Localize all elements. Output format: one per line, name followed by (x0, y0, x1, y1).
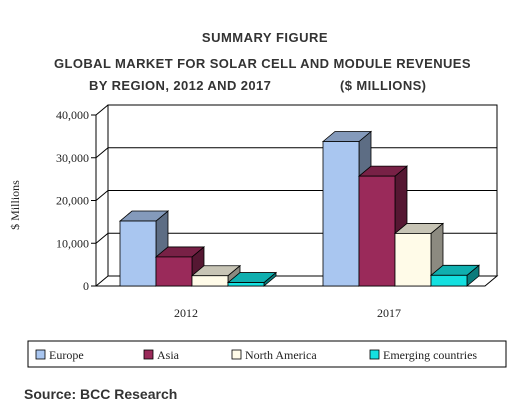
legend: Europe Asia North America Emerging countrie… (27, 340, 507, 368)
source-note: Source: BCC Research (24, 386, 178, 402)
bar-europe-2012 (118, 210, 170, 287)
gridline-diag (95, 104, 109, 116)
bar-north-america-2012 (190, 264, 242, 287)
gridline-diag (95, 232, 109, 244)
bar-front (322, 141, 360, 287)
bar-front (358, 175, 396, 287)
bar-emerging-countries-2012 (226, 271, 278, 287)
legend-item-north-america: North America (231, 348, 317, 362)
legend-swatch (35, 349, 46, 360)
gridline-diag (95, 147, 109, 159)
legend-label: Europe (49, 348, 84, 362)
legend-label: Asia (157, 348, 180, 362)
bar-emerging-countries-2017 (429, 264, 481, 287)
legend-swatch (143, 349, 154, 360)
chart-supertitle: SUMMARY FIGURE (201, 30, 329, 45)
legend-label: North America (245, 348, 317, 362)
tick-labels: 0 10,000 20,000 30,000 40,000 2012 2017 (56, 108, 401, 320)
legend-label: Emerging countries (383, 348, 477, 362)
y-tick-label: 20,000 (56, 194, 89, 208)
bar-front (430, 274, 468, 287)
bar-front (227, 282, 265, 287)
chart-title: GLOBAL MARKET FOR SOLAR CELL AND MODULE … (54, 56, 471, 71)
legend-item-asia: Asia (143, 348, 180, 362)
legend-box (27, 340, 507, 368)
x-tick-label: 2012 (174, 306, 198, 320)
y-axis-label: $ Millions (8, 180, 22, 230)
legend-swatch (369, 349, 380, 360)
y-tick-label: 10,000 (56, 236, 89, 250)
gridline-diag (95, 190, 109, 201)
chart-units: ($ MILLIONS) (340, 78, 427, 93)
bar-front (155, 256, 193, 287)
y-tick-label: 0 (83, 279, 89, 293)
legend-item-europe: Europe (35, 348, 84, 362)
bars (118, 130, 481, 287)
bar-front (394, 233, 432, 287)
bar-front (191, 275, 229, 287)
chart-title-line2: BY REGION, 2012 AND 2017 (89, 78, 272, 93)
legend-item-emerging-countries: Emerging countries (369, 348, 477, 362)
bar-north-america-2017 (393, 222, 445, 287)
legend-swatch (231, 349, 242, 360)
bar-front (119, 220, 157, 287)
y-tick-label: 40,000 (56, 108, 89, 122)
y-tick-label: 30,000 (56, 151, 89, 165)
x-tick-label: 2017 (377, 306, 401, 320)
